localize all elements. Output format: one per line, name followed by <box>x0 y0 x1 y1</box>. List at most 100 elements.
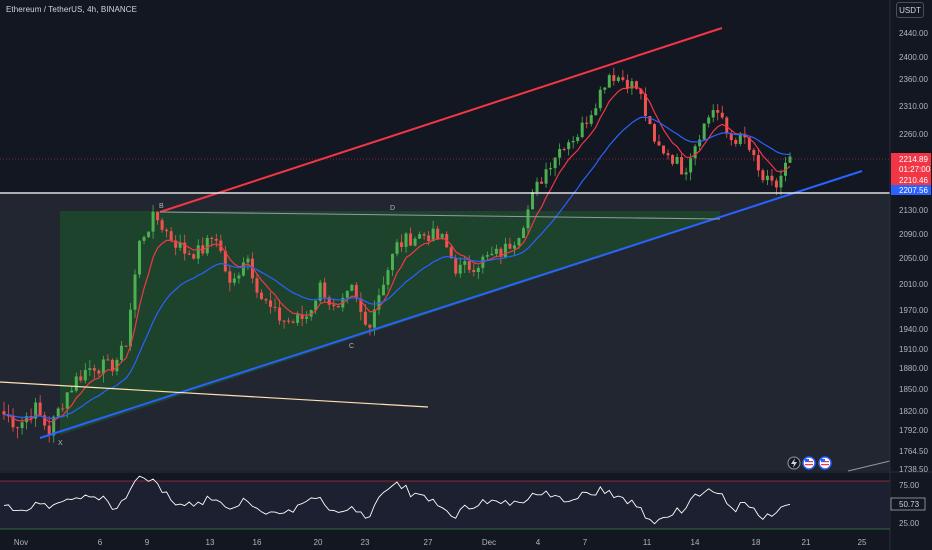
candle-body <box>318 282 322 301</box>
candle-body <box>259 292 263 300</box>
candle-body <box>305 316 309 319</box>
candle-body <box>228 271 232 283</box>
candle-body <box>345 290 349 298</box>
candle-body <box>598 89 602 109</box>
candle-body <box>47 425 51 436</box>
candle-body <box>147 231 151 238</box>
candle-body <box>485 255 489 257</box>
b-d-line[interactable] <box>159 211 721 220</box>
candle-body <box>223 251 227 272</box>
candle-body <box>43 415 47 426</box>
candle-body <box>535 181 539 193</box>
price-tick-label: 2130.00 <box>899 206 928 215</box>
candle-body <box>517 238 521 246</box>
candle-body <box>350 284 354 291</box>
candle-body <box>467 261 471 270</box>
candle-body <box>634 81 638 89</box>
candle-body <box>16 427 20 429</box>
old-trendline[interactable] <box>0 381 429 408</box>
candle-body <box>237 275 241 279</box>
candle-body <box>246 258 250 263</box>
time-tick-label: 13 <box>206 538 215 547</box>
candle-body <box>558 148 562 158</box>
candle-body <box>156 211 160 221</box>
candle-body <box>332 304 336 307</box>
candle-body <box>503 243 507 257</box>
lower-channel-line[interactable] <box>39 170 863 439</box>
candle-body <box>106 359 110 361</box>
rsi-tick-75: 75.00 <box>899 481 920 490</box>
price-tick-label: 2400.00 <box>899 53 928 62</box>
candle-body <box>580 122 584 138</box>
time-axis[interactable]: Nov 6 9 13 16 20 23 27 Dec 4 7 11 14 18 21 25 <box>14 538 867 547</box>
candle-body <box>88 368 92 370</box>
upper-channel-line[interactable] <box>159 27 723 213</box>
candle-body <box>422 234 426 236</box>
candle-body <box>490 253 494 256</box>
candle-body <box>436 228 440 239</box>
price-tick-label: 1738.50 <box>899 465 928 474</box>
candle-body <box>336 306 340 308</box>
rsi-value: 50.73 <box>899 500 920 509</box>
candle-body <box>413 238 417 246</box>
last-price-value: 2214.89 <box>899 155 928 164</box>
candle-body <box>743 133 747 138</box>
candle-body <box>531 192 535 210</box>
candle-body <box>300 314 304 319</box>
candle-body <box>232 278 236 283</box>
us-flag-icon[interactable] <box>818 456 832 470</box>
candle-body <box>508 243 512 249</box>
candle-body <box>372 309 376 328</box>
candle-body <box>585 122 589 124</box>
candle-body <box>264 299 268 301</box>
candle-body <box>327 297 331 305</box>
candle-body <box>196 245 200 259</box>
candle-body <box>160 220 164 230</box>
candle-body <box>449 247 453 259</box>
candle-body <box>494 248 498 254</box>
candle-body <box>386 270 390 285</box>
candle-body <box>472 269 476 273</box>
candle-body <box>463 261 467 265</box>
lightning-icon[interactable] <box>787 456 801 470</box>
candle-body <box>20 422 24 429</box>
candle-body <box>101 359 105 374</box>
us-flag-icon[interactable] <box>802 456 816 470</box>
candle-body <box>761 170 765 181</box>
candle-body <box>70 390 74 393</box>
candle-body <box>61 408 65 410</box>
candle-body <box>390 253 394 271</box>
candle-body <box>138 240 142 275</box>
candle-body <box>675 156 679 164</box>
candle-body <box>115 359 119 372</box>
price-tick-label: 2050.00 <box>899 254 928 263</box>
candle-body <box>603 87 607 90</box>
candle-body <box>788 156 792 163</box>
candle-body <box>178 242 182 248</box>
candle-body <box>92 368 96 371</box>
candle-body <box>702 123 706 140</box>
price-tick-label: 1764.50 <box>899 447 928 456</box>
candle-body <box>282 320 286 322</box>
candle-body <box>110 359 114 372</box>
time-tick-label: 6 <box>98 538 103 547</box>
price-tick-label: 1792.00 <box>899 426 928 435</box>
candle-body <box>363 311 367 325</box>
candle-body <box>774 180 778 188</box>
price-tick-label: 2310.00 <box>899 102 928 111</box>
candle-body <box>607 75 611 88</box>
time-tick-label: 20 <box>314 538 323 547</box>
ema-slow-value: 2207.56 <box>899 186 928 195</box>
currency-button[interactable]: USDT <box>896 2 924 18</box>
time-tick-label: 23 <box>361 538 370 547</box>
candle-body <box>571 140 575 143</box>
candle-body <box>752 149 756 156</box>
ema-slow-tag <box>891 185 931 195</box>
rsi-line <box>3 475 791 525</box>
candle-body <box>165 229 169 232</box>
candle-body <box>314 300 318 311</box>
candle-body <box>576 137 580 141</box>
time-tick-label: 14 <box>691 538 700 547</box>
moving-averages <box>3 86 791 423</box>
